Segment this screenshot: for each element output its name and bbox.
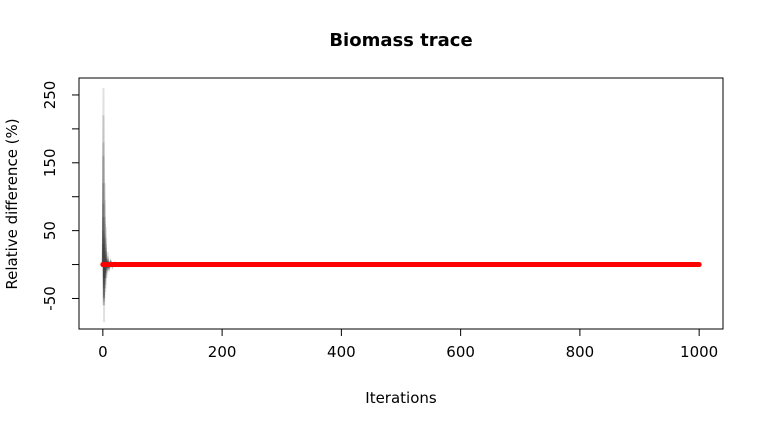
x-tick-label: 400	[327, 343, 356, 361]
trace-lines	[100, 88, 702, 323]
y-tick-label: -50	[41, 286, 59, 311]
y-tick-label: 50	[41, 221, 59, 240]
sample-trace-line	[101, 183, 133, 302]
x-axis-label: Iterations	[365, 389, 437, 407]
x-tick-label: 1000	[680, 343, 718, 361]
y-axis-label: Relative difference (%)	[3, 118, 21, 289]
plot-frame	[78, 77, 724, 330]
x-tick-label: 600	[446, 343, 475, 361]
x-tick-label: 800	[566, 343, 595, 361]
sample-trace-line	[101, 88, 133, 323]
chart-title: Biomass trace	[329, 30, 472, 51]
x-tick-label: 0	[98, 343, 108, 361]
x-tick-label: 200	[208, 343, 237, 361]
y-tick-label: 250	[41, 81, 59, 110]
y-tick-label: 150	[41, 148, 59, 177]
y-axis: -50 50 150 250	[41, 81, 80, 311]
x-axis: 0 200 400 600 800 1000	[98, 328, 718, 361]
